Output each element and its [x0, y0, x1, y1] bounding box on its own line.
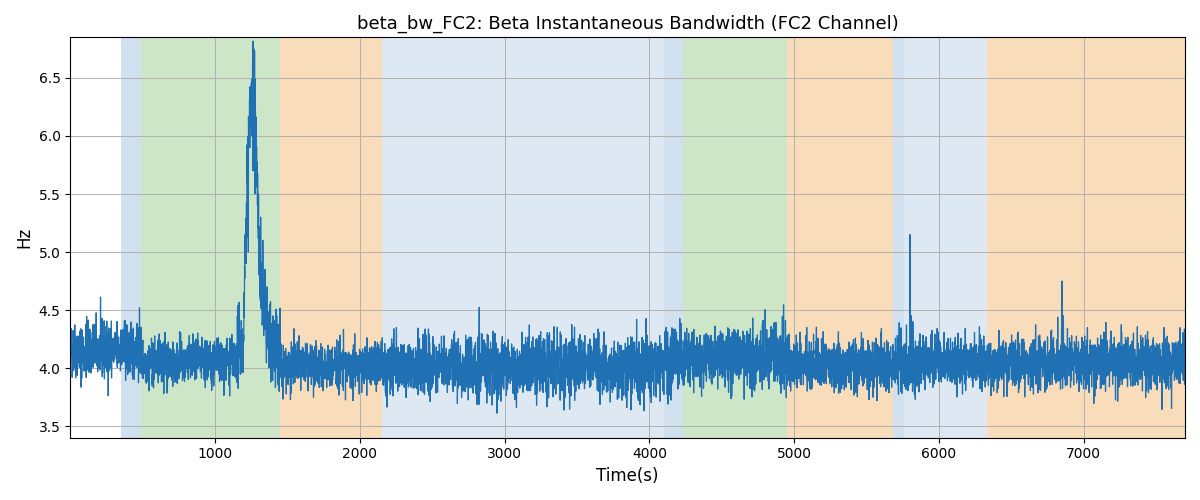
Bar [683, 38, 787, 438]
Bar [382, 38, 664, 438]
Y-axis label: Hz: Hz [16, 227, 34, 248]
Bar [893, 38, 904, 438]
Title: beta_bw_FC2: Beta Instantaneous Bandwidth (FC2 Channel): beta_bw_FC2: Beta Instantaneous Bandwidt… [356, 15, 899, 34]
Bar [142, 38, 280, 438]
X-axis label: Time(s): Time(s) [596, 467, 659, 485]
Bar [121, 38, 142, 438]
Bar [664, 38, 683, 438]
Bar [280, 38, 382, 438]
Bar [904, 38, 986, 438]
Bar [986, 38, 1186, 438]
Bar [787, 38, 893, 438]
